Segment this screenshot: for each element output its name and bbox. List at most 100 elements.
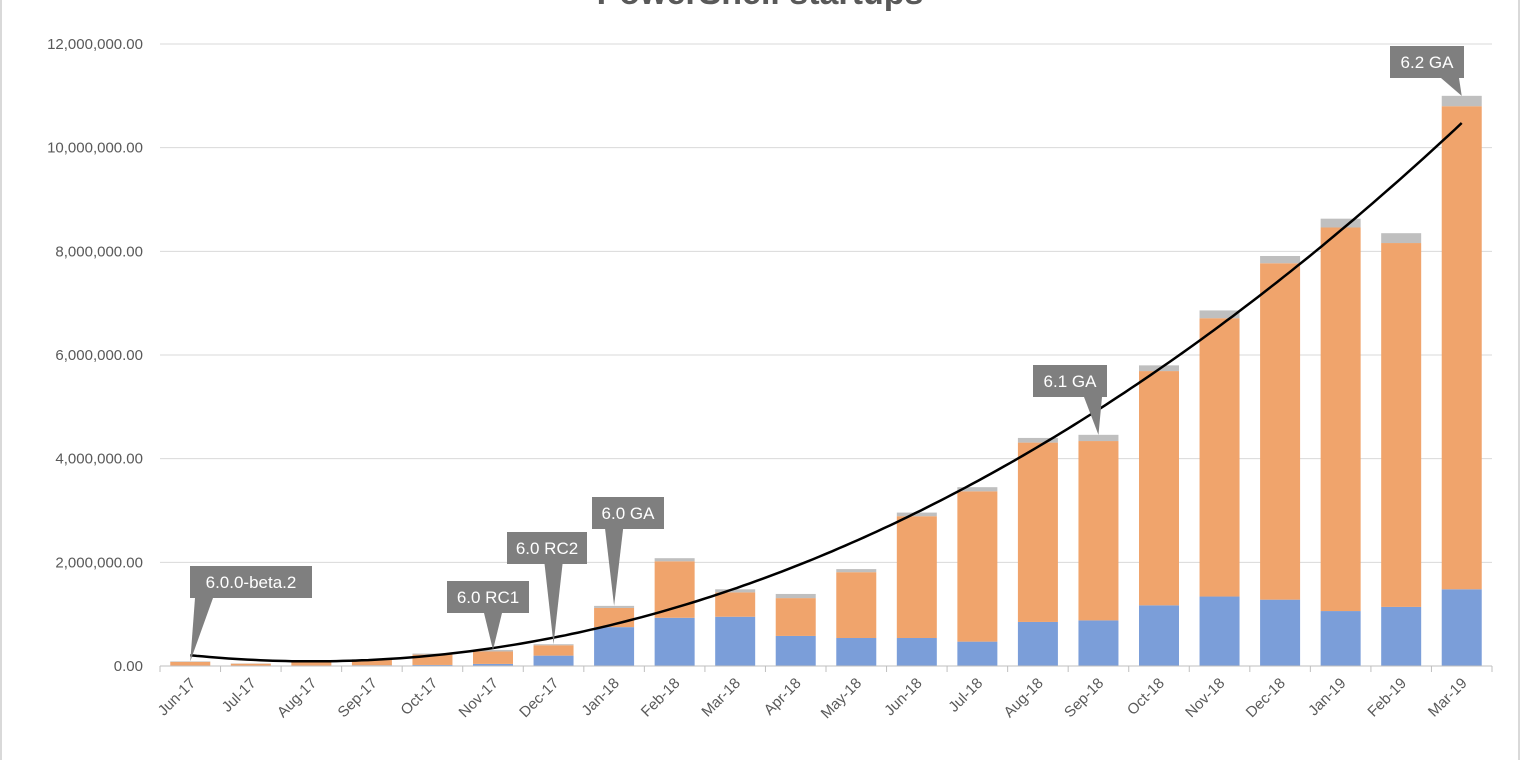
x-tick-label: Aug-18: [1001, 675, 1047, 721]
bar-segment-series-3: [473, 649, 513, 652]
callout-pointer: [605, 529, 624, 606]
x-tick-label: Mar-18: [698, 675, 744, 721]
callout-label: 6.0 RC2: [516, 539, 578, 558]
bar-segment-series-3: [775, 593, 816, 599]
x-tick-label: Sep-18: [1061, 675, 1107, 721]
callout-pointer: [1441, 78, 1462, 96]
x-tick-label: Nov-18: [1182, 675, 1228, 721]
bar-segment-series-3: [896, 512, 937, 517]
x-axis: Jun-17 Jul-17 Aug-17 Sep-17 Oct-17 Nov-17 Dec-…: [155, 665, 1493, 722]
callout-box: [447, 581, 529, 613]
x-tick-label: Apr-18: [761, 675, 805, 719]
bar-segment-series-3: [594, 605, 635, 608]
bar-segment-series-1: [1017, 621, 1058, 666]
trendline: [190, 122, 1463, 663]
bar-segment-series-3: [1017, 437, 1058, 443]
x-tick-label: Jan-19: [1305, 675, 1349, 719]
bar-segment-series-2: [533, 645, 574, 656]
bar-segment-series-3: [1381, 233, 1422, 244]
callout-box: [190, 566, 312, 598]
y-tick-label: 8,000,000.00: [55, 243, 143, 260]
x-tick-label: Jan-18: [578, 675, 622, 719]
bar-segment-series-2: [1139, 371, 1179, 606]
bar-segment-series-1: [533, 655, 574, 666]
callout-label: 6.1 GA: [1044, 372, 1098, 391]
bar-segment-series-1: [896, 638, 937, 666]
x-tick-label: Oct-17: [397, 675, 441, 719]
x-tick-label: Jun-17: [155, 675, 199, 719]
bar-segment-series-2: [1441, 106, 1482, 590]
bar-segment-series-2: [291, 661, 332, 666]
bar-segment-series-1: [412, 664, 453, 666]
bars: [170, 95, 1482, 666]
bar-segment-series-3: [170, 661, 211, 662]
x-tick-label: Dec-17: [516, 675, 562, 721]
bar-segment-series-2: [1260, 263, 1301, 600]
bar-segment-series-1: [1260, 599, 1301, 666]
y-tick-label: 10,000,000.00: [47, 140, 143, 157]
bar-segment-series-2: [715, 592, 756, 617]
bar-segment-series-3: [1199, 310, 1240, 319]
bar-segment-series-3: [836, 569, 877, 573]
release-callouts: 6.0.0-beta.2 6.0 RC1 6.0 RC2 6.0 GA 6.1 GA 6.…: [190, 46, 1464, 662]
x-tick-label: Feb-19: [1364, 675, 1410, 721]
bar-segment-series-1: [1441, 589, 1482, 666]
bar-segment-series-1: [1320, 611, 1361, 666]
chart-title: PowerShell startups: [597, 0, 924, 12]
callout-box: [1390, 46, 1464, 78]
y-tick-label: 6,000,000.00: [55, 347, 143, 364]
x-tick-label: Dec-18: [1243, 675, 1289, 721]
bar-segment-series-1: [654, 617, 695, 666]
bar-segment-series-2: [412, 654, 453, 665]
bar-segment-series-1: [1381, 606, 1422, 666]
bar-segment-series-2: [1017, 442, 1058, 622]
y-tick-label: 4,000,000.00: [55, 451, 143, 468]
x-tick-label: May-18: [818, 675, 865, 722]
x-tick-label: Jul-18: [945, 675, 986, 716]
x-tick-label: Sep-17: [335, 675, 381, 721]
callout-pointer: [544, 564, 563, 645]
callout-pointer: [190, 598, 213, 662]
bar-segment-series-1: [473, 663, 513, 666]
bar-segment-series-2: [230, 663, 271, 666]
bar-segment-series-2: [473, 651, 513, 664]
callout: 6.0.0-beta.2: [190, 566, 312, 662]
x-tick-label: Jul-17: [219, 675, 260, 716]
y-tick-label: 12,000,000.00: [47, 36, 143, 53]
bar-segment-series-2: [170, 661, 211, 666]
bar-segment-series-2: [957, 491, 998, 642]
bar-segment-series-2: [1381, 243, 1422, 607]
x-tick-label: Oct-18: [1124, 675, 1168, 719]
bar-segment-series-3: [1078, 434, 1119, 442]
callout: 6.0 GA: [592, 497, 664, 606]
bar-segment-series-2: [896, 516, 937, 639]
bar-segment-series-2: [351, 660, 392, 666]
x-tick-label: Jun-18: [881, 675, 925, 719]
callout-pointer: [1084, 397, 1102, 435]
bar-segment-series-1: [775, 635, 816, 666]
bar-segment-series-3: [1260, 255, 1301, 264]
bar-segment-series-1: [1078, 620, 1119, 666]
callout: 6.2 GA: [1390, 46, 1464, 96]
bar-segment-series-1: [836, 638, 877, 666]
bar-segment-series-1: [594, 627, 635, 666]
callout-box: [592, 497, 664, 529]
y-tick-label: 0.00: [114, 658, 143, 675]
bar-segment-series-3: [1320, 218, 1361, 228]
callout-box: [507, 532, 587, 564]
y-tick-label: 2,000,000.00: [55, 554, 143, 571]
bar-segment-series-3: [957, 487, 998, 492]
bar-segment-series-2: [1320, 227, 1361, 612]
x-tick-label: Nov-17: [456, 675, 502, 721]
callout: 6.0 RC1: [447, 581, 529, 650]
bar-segment-series-1: [957, 641, 998, 666]
bar-segment-series-1: [1199, 596, 1240, 666]
callout: 6.0 RC2: [507, 532, 587, 645]
bar-segment-series-3: [412, 653, 453, 655]
bar-segment-series-2: [1078, 441, 1119, 621]
callout-box: [1033, 365, 1107, 397]
callout-pointer: [484, 613, 502, 650]
bar-segment-series-2: [836, 572, 877, 639]
bar-segment-series-3: [654, 558, 695, 562]
